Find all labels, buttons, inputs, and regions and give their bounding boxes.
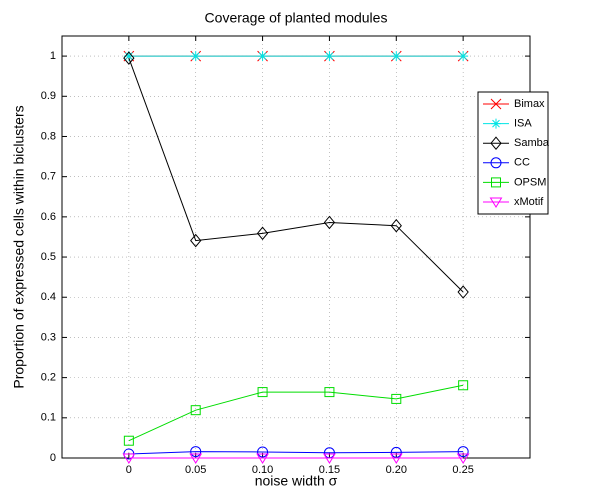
marker <box>324 387 335 398</box>
marker <box>256 453 269 464</box>
marker <box>491 118 501 129</box>
x-tick-label: 0.25 <box>452 464 473 476</box>
marker <box>257 387 268 398</box>
marker <box>123 435 134 446</box>
legend-label: ISA <box>514 118 532 130</box>
legend-box <box>477 91 549 215</box>
plot-area <box>62 36 530 458</box>
y-tick-label: 0.7 <box>41 171 56 183</box>
x-tick-label: 0.05 <box>185 464 206 476</box>
legend: Bimax ISA Samba CC OPSM xMotif <box>477 91 550 215</box>
marker <box>190 51 201 62</box>
x-axis-label: noise width σ <box>255 473 338 489</box>
legend-label: OPSM <box>514 176 546 188</box>
marker <box>122 453 136 464</box>
legend-label: Bimax <box>514 98 545 110</box>
y-tick-label: 0 <box>50 452 56 464</box>
marker <box>190 233 202 248</box>
y-tick-label: 0.6 <box>41 211 56 223</box>
marker <box>456 453 470 464</box>
y-tick-label: 0.3 <box>41 331 56 343</box>
marker <box>489 197 503 208</box>
x-tick-label: 0.10 <box>252 464 273 476</box>
marker <box>391 51 402 62</box>
y-tick-label: 0.2 <box>41 372 56 384</box>
marker <box>190 405 201 416</box>
y-tick-label: 0.8 <box>41 130 56 142</box>
y-axis-label: Proportion of expressed cells within bic… <box>11 105 27 388</box>
marker <box>123 51 135 65</box>
series-line <box>128 384 464 442</box>
marker <box>389 453 403 464</box>
y-tick-label: 0.9 <box>41 90 56 102</box>
marker <box>390 218 402 233</box>
x-tick-label: 0 <box>126 464 132 476</box>
marker <box>490 157 502 169</box>
y-tick-label: 1 <box>50 50 56 62</box>
marker <box>257 51 268 62</box>
marker <box>490 98 502 110</box>
marker <box>123 51 134 62</box>
marker <box>190 446 202 458</box>
x-tick-label: 0.15 <box>319 464 340 476</box>
marker <box>257 446 269 458</box>
legend-label: xMotif <box>514 196 544 208</box>
marker <box>323 215 336 230</box>
marker <box>458 380 469 391</box>
series-line <box>128 451 464 455</box>
legend-label: CC <box>514 157 530 169</box>
legend-label: Samba <box>514 137 550 149</box>
marker <box>457 446 469 458</box>
marker <box>491 177 501 188</box>
y-tick-label: 0.1 <box>41 412 56 424</box>
marker <box>390 446 402 458</box>
marker <box>323 453 336 464</box>
marker <box>324 51 335 62</box>
chart-title: Coverage of planted modules <box>205 10 388 26</box>
marker <box>457 285 469 299</box>
marker <box>458 51 469 62</box>
series-line <box>128 57 464 293</box>
y-tick-label: 0.4 <box>41 291 56 303</box>
marker <box>490 136 502 150</box>
x-tick-label: 0.20 <box>386 464 407 476</box>
marker <box>189 453 203 464</box>
y-tick-label: 0.5 <box>41 251 56 263</box>
marker <box>391 393 402 404</box>
marker <box>256 226 269 241</box>
